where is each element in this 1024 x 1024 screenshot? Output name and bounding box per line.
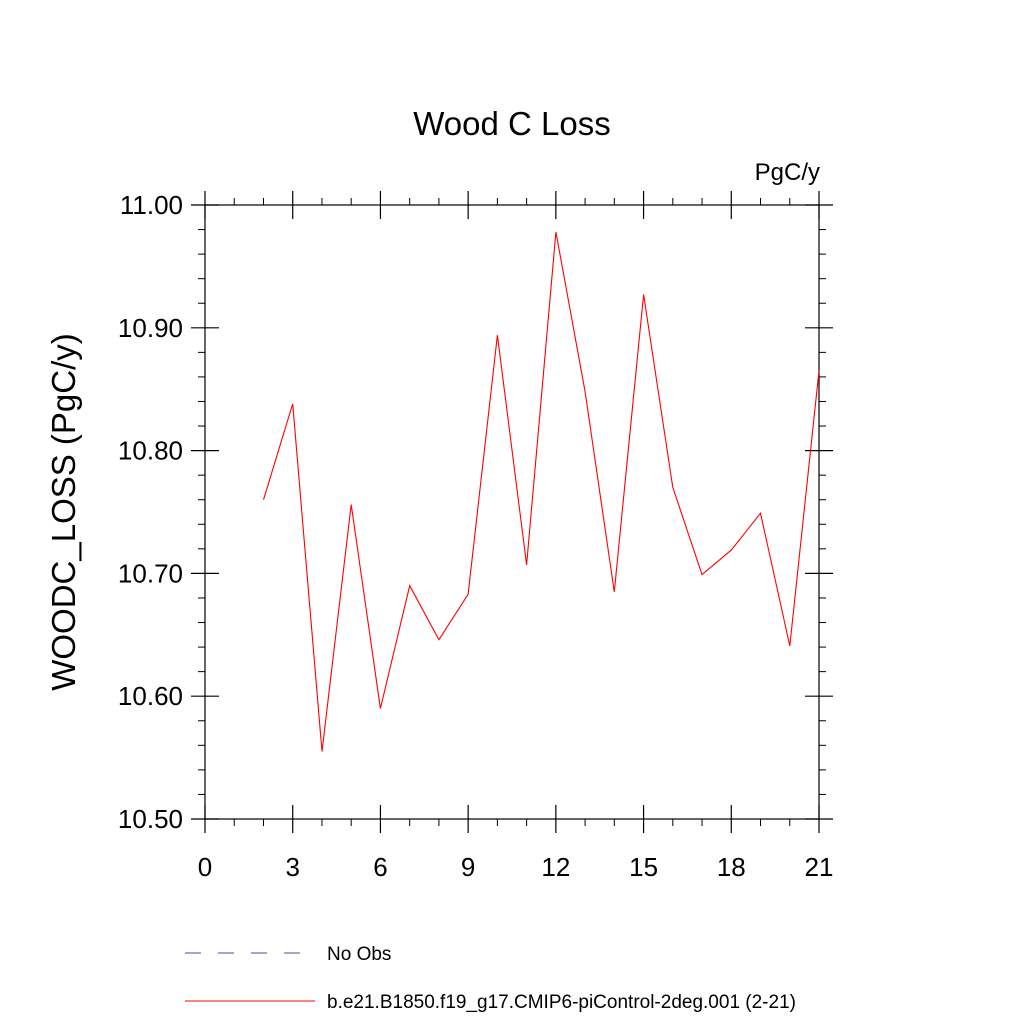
series-point (554, 231, 557, 234)
y-axis-label: WOODC_LOSS (PgC/y) (45, 333, 82, 691)
x-tick-label: 15 (629, 852, 658, 882)
series-layer (262, 231, 821, 753)
chart-title: Wood C Loss (413, 105, 610, 142)
series-point (320, 750, 323, 753)
series-point (525, 563, 528, 566)
series-point (818, 369, 821, 372)
units-label: PgC/y (755, 159, 820, 186)
x-tick-label: 0 (198, 852, 212, 882)
series-point (379, 707, 382, 710)
series-point (701, 573, 704, 576)
axis-tick-labels: 0 3 6 9 12 15 18 21 10.50 10.60 10.70 10.80 10.90 11.… (118, 190, 834, 882)
plot-frame (204, 204, 820, 820)
series-point (584, 390, 587, 393)
series-point (350, 503, 353, 506)
y-tick-label: 10.50 (118, 804, 183, 834)
y-tick-label: 10.90 (118, 313, 183, 343)
legend-label-no-obs: No Obs (327, 944, 391, 965)
series-point (496, 334, 499, 337)
y-tick-label: 11.00 (120, 190, 183, 220)
x-tick-label: 12 (541, 852, 570, 882)
series-point (671, 486, 674, 489)
series-point (788, 644, 791, 647)
series-point (642, 293, 645, 296)
series-point (262, 498, 265, 501)
x-tick-label: 3 (285, 852, 299, 882)
y-tick-label: 10.70 (118, 558, 183, 588)
y-tick-label: 10.80 (118, 436, 183, 466)
series-point (613, 590, 616, 593)
x-tick-label: 18 (717, 852, 746, 882)
series-point (467, 593, 470, 596)
series-point (408, 584, 411, 587)
x-tick-label: 21 (805, 852, 834, 882)
x-tick-label: 6 (373, 852, 387, 882)
series-point (291, 402, 294, 405)
series-line (262, 231, 820, 752)
series-point (759, 512, 762, 515)
series-point (730, 549, 733, 552)
legend-label-model-run: b.e21.B1850.f19_g17.CMIP6-piControl-2deg… (327, 992, 796, 1013)
x-tick-label: 9 (461, 852, 475, 882)
y-tick-label: 10.60 (118, 681, 183, 711)
legend: No Obs b.e21.B1850.f19_g17.CMIP6-piContr… (185, 944, 796, 1013)
series-point (437, 638, 440, 641)
axis-ticks (191, 191, 833, 833)
